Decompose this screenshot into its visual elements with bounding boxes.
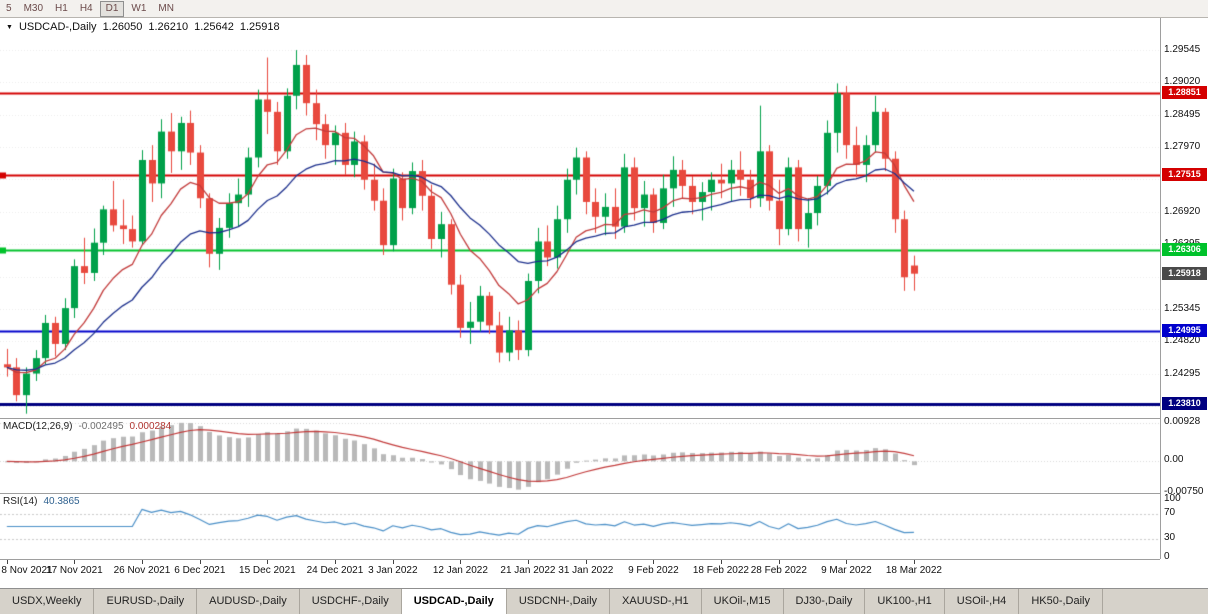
date-label: 12 Jan 2022 (432, 565, 488, 576)
timeframe-button-h4[interactable]: H4 (79, 2, 93, 14)
date-label: 8 Nov 2021 (1, 565, 53, 576)
date-label: 28 Feb 2022 (750, 565, 807, 576)
time-tick (586, 560, 587, 564)
time-tick (528, 560, 529, 564)
time-tick (200, 560, 201, 564)
ohlc-low-value: 1.25642 (194, 21, 234, 33)
symbol-tab-usdcad-daily[interactable]: USDCAD-,Daily (401, 589, 507, 614)
macd-signal-value: 0.000284 (129, 421, 172, 432)
symbol-tab-eurusd-daily[interactable]: EURUSD-,Daily (94, 589, 198, 614)
symbol-tab-ukoil-m15[interactable]: UKOil-,M15 (702, 589, 784, 614)
ohlc-high-value: 1.26210 (148, 21, 189, 33)
date-label: 6 Dec 2021 (174, 565, 226, 576)
time-tick (142, 560, 143, 564)
price-axis-label: 1.25345 (1164, 303, 1201, 314)
timeframe-button-d1[interactable]: D1 (99, 0, 125, 17)
symbol-tab-usdchf-daily[interactable]: USDCHF-,Daily (300, 589, 402, 614)
ohlc-close-value: 1.25918 (239, 21, 280, 33)
ohlc-open-value: 1.26050 (102, 21, 143, 33)
time-tick (779, 560, 780, 564)
timeframe-toolbar: 5 M30 H1 H4 D1 W1 MN (0, 0, 1208, 18)
symbol-dropdown-icon[interactable]: ▼ (6, 23, 13, 31)
price-level-tag: 1.27515 (1162, 168, 1207, 181)
date-label: 31 Jan 2022 (558, 565, 614, 576)
price-level-tag: 1.24995 (1162, 324, 1207, 337)
date-label: 21 Jan 2022 (500, 565, 556, 576)
date-label: 18 Feb 2022 (692, 565, 750, 576)
symbol-tab-dj30-daily[interactable]: DJ30-,Daily (784, 589, 866, 614)
rsi-axis-label: 100 (1164, 493, 1181, 504)
symbol-tab-usdcnh-daily[interactable]: USDCNH-,Daily (507, 589, 611, 614)
rsi-axis-label: 30 (1164, 532, 1176, 543)
chart-title: ▼ USDCAD-,Daily 1.26050 1.26210 1.25642 … (6, 21, 280, 33)
rsi-axis-label: 0 (1164, 551, 1170, 562)
symbol-tab-usdx-weekly[interactable]: USDX,Weekly (0, 589, 95, 614)
time-tick (721, 560, 722, 564)
timeframe-button-5[interactable]: 5 (6, 2, 12, 14)
macd-pane: MACD(12,26,9) -0.002495 0.000284 (0, 418, 1160, 493)
rsi-axis-label: 70 (1164, 507, 1176, 518)
symbol-tab-audusd-daily[interactable]: AUDUSD-,Daily (197, 589, 300, 614)
current-price-tag: 1.25918 (1162, 267, 1207, 280)
date-label: 3 Jan 2022 (368, 565, 418, 576)
symbol-tab-xauusd-h1[interactable]: XAUUSD-,H1 (610, 589, 702, 614)
macd-main-value: -0.002495 (78, 421, 124, 432)
candlestick-chart[interactable] (0, 18, 1160, 418)
price-axis-label: 1.29020 (1164, 76, 1201, 87)
price-axis[interactable]: 1.295451.290201.284951.279701.274451.269… (1160, 18, 1208, 562)
price-level-tag: 1.28851 (1162, 86, 1207, 99)
time-axis[interactable]: 8 Nov 2021 17 Nov 2021 26 Nov 2021 6 Dec 20… (0, 559, 1160, 588)
macd-axis-label: 0.00 (1164, 454, 1184, 465)
macd-chart[interactable] (0, 419, 1160, 493)
timeframe-button-w1[interactable]: W1 (131, 2, 147, 14)
chart-panes: ▼ USDCAD-,Daily 1.26050 1.26210 1.25642 … (0, 18, 1160, 588)
rsi-chart[interactable] (0, 494, 1160, 559)
rsi-label: RSI(14) 40.3865 (3, 496, 80, 507)
symbol-tab-uk100-h1[interactable]: UK100-,H1 (865, 589, 945, 614)
chart-area: ▼ USDCAD-,Daily 1.26050 1.26210 1.25642 … (0, 18, 1208, 588)
rsi-name: RSI(14) (3, 496, 38, 507)
price-axis-label: 1.24820 (1164, 335, 1201, 346)
price-axis-label: 1.28495 (1164, 109, 1201, 120)
time-tick (653, 560, 654, 564)
date-label: 9 Mar 2022 (821, 565, 872, 576)
date-label: 9 Feb 2022 (628, 565, 679, 576)
macd-axis-label: -0.00750 (1164, 486, 1204, 497)
rsi-value: 40.3865 (43, 496, 80, 507)
main-chart-pane: ▼ USDCAD-,Daily 1.26050 1.26210 1.25642 … (0, 18, 1160, 418)
macd-name: MACD(12,26,9) (3, 421, 73, 432)
date-label: 18 Mar 2022 (885, 565, 942, 576)
time-tick (74, 560, 75, 564)
chart-symbol-label: USDCAD-,Daily (18, 21, 97, 33)
date-label: 15 Dec 2021 (239, 565, 296, 576)
symbol-tab-hk50-daily[interactable]: HK50-,Daily (1019, 589, 1103, 614)
macd-axis-label: 0.00928 (1164, 416, 1201, 427)
time-tick (846, 560, 847, 564)
time-tick (914, 560, 915, 564)
rsi-pane: RSI(14) 40.3865 (0, 493, 1160, 559)
symbol-tab-usoil-h4[interactable]: USOil-,H4 (945, 589, 1020, 614)
symbol-tab-bar: USDX,Weekly EURUSD-,Daily AUDUSD-,Daily USD… (0, 588, 1208, 614)
time-tick (335, 560, 336, 564)
time-tick (267, 560, 268, 564)
price-axis-label: 1.26920 (1164, 206, 1201, 217)
macd-label: MACD(12,26,9) -0.002495 0.000284 (3, 421, 171, 432)
price-axis-label: 1.29545 (1164, 44, 1201, 55)
timeframe-button-h1[interactable]: H1 (55, 2, 68, 14)
timeframe-button-m30[interactable]: M30 (23, 2, 44, 14)
price-axis-label: 1.24295 (1164, 368, 1201, 379)
price-level-tag: 1.23810 (1162, 397, 1207, 410)
date-label: 17 Nov 2021 (46, 565, 103, 576)
time-tick (460, 560, 461, 564)
price-level-tag: 1.26306 (1162, 243, 1207, 256)
date-label: 26 Nov 2021 (113, 565, 171, 576)
price-axis-label: 1.27970 (1164, 141, 1201, 152)
time-tick (7, 560, 8, 564)
date-label: 24 Dec 2021 (306, 565, 364, 576)
timeframe-button-mn[interactable]: MN (158, 2, 174, 14)
time-tick (393, 560, 394, 564)
